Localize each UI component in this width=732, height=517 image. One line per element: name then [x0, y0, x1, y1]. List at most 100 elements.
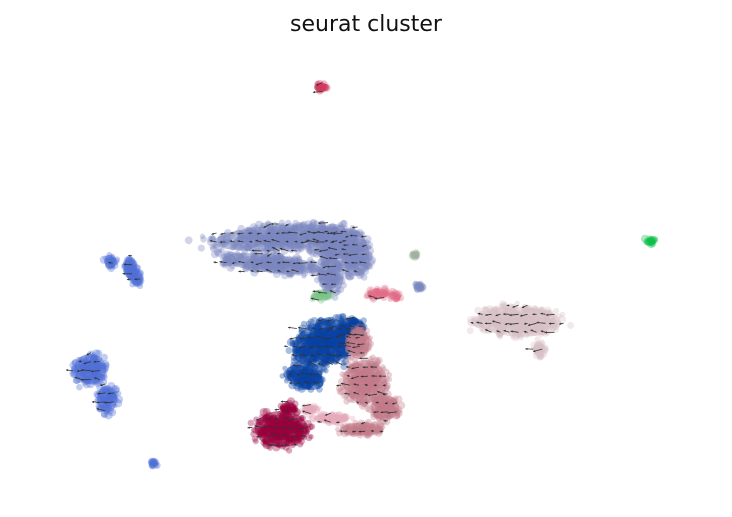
cell-point — [525, 329, 532, 336]
cell-point — [245, 241, 252, 248]
cell-point — [282, 262, 290, 270]
cell-point — [278, 233, 285, 240]
cell-point — [283, 234, 291, 242]
cell-point — [285, 238, 294, 247]
cell-point — [264, 248, 270, 254]
cell-point — [241, 247, 249, 255]
cell-point — [269, 233, 275, 240]
cell-point — [301, 234, 308, 241]
cell-point — [277, 233, 284, 240]
cell-point — [279, 263, 286, 270]
cell-point — [236, 236, 243, 243]
cell-point — [278, 224, 287, 233]
cell-point — [267, 237, 274, 244]
cell-point — [272, 264, 280, 272]
cell-point — [225, 251, 235, 260]
cell-point — [300, 233, 307, 240]
cell-point — [308, 423, 316, 430]
cell-point — [100, 403, 109, 411]
cell-point — [294, 247, 302, 255]
cell-point — [277, 259, 285, 267]
cell-point — [247, 236, 253, 242]
cell-point — [280, 237, 290, 246]
cell-point — [252, 257, 260, 265]
cell-point — [283, 370, 292, 379]
cell-point — [344, 422, 352, 430]
cell-point — [374, 288, 382, 296]
cell-point — [113, 387, 120, 393]
cell-point — [340, 281, 347, 289]
cell-point — [287, 222, 295, 230]
velocity-arrow — [211, 232, 217, 235]
cell-point — [240, 234, 249, 242]
cell-point — [297, 238, 306, 246]
cell-point — [265, 238, 273, 246]
cell-point — [305, 410, 314, 419]
cell-point — [317, 381, 324, 388]
cell-point — [372, 360, 380, 368]
cell-point — [268, 266, 276, 274]
cell-point — [112, 397, 119, 404]
cell-point — [280, 237, 288, 244]
cell-point — [265, 220, 272, 227]
cell-point — [261, 229, 270, 237]
cell-point — [293, 231, 300, 238]
cell-point — [257, 235, 265, 243]
cell-point — [223, 252, 232, 261]
cell-point — [364, 290, 373, 299]
cell-point — [286, 232, 293, 239]
cell-point — [325, 343, 331, 349]
cell-point — [279, 230, 288, 239]
cell-point — [304, 220, 313, 229]
cell-point — [299, 231, 307, 239]
cell-point — [408, 251, 417, 260]
cell-point — [238, 255, 245, 261]
cell-point — [267, 241, 274, 248]
cell-point — [269, 232, 277, 240]
cell-point — [295, 235, 304, 243]
cell-point — [254, 247, 260, 253]
cell-point — [271, 232, 279, 240]
cell-point — [200, 236, 207, 243]
cell-point — [289, 241, 298, 249]
cell-point — [298, 328, 304, 335]
cell-point — [243, 242, 252, 251]
cell-point — [267, 228, 275, 236]
cell-point — [301, 230, 310, 239]
cell-point — [280, 229, 287, 236]
cell-point — [281, 235, 287, 241]
cell-point — [263, 264, 271, 272]
cell-point — [238, 253, 245, 260]
cell-point — [302, 374, 311, 382]
cell-point — [359, 268, 366, 275]
cell-point — [290, 240, 296, 246]
cell-point — [296, 255, 302, 261]
cell-point — [282, 225, 289, 232]
cell-point — [350, 339, 357, 346]
cell-point — [260, 264, 268, 273]
cell-point — [371, 377, 378, 385]
cell-point — [282, 238, 289, 244]
cell-point — [271, 240, 280, 248]
cell-point — [249, 256, 256, 263]
cell-point — [249, 246, 257, 254]
cell-point — [283, 233, 290, 241]
cell-point — [300, 226, 309, 234]
cell-point — [279, 241, 288, 250]
cell-point — [240, 241, 248, 249]
cell-point — [218, 239, 226, 246]
cell-point — [244, 234, 253, 243]
cell-point — [264, 244, 271, 251]
cell-point — [274, 437, 281, 444]
cell-point — [291, 234, 298, 242]
cell-point — [328, 264, 337, 272]
cell-point — [364, 253, 373, 262]
cell-point — [269, 229, 276, 236]
cell-point — [264, 243, 270, 250]
cell-point — [275, 235, 285, 245]
cell-point — [232, 257, 240, 264]
points-layer — [69, 79, 659, 470]
cell-point — [305, 223, 314, 232]
cell-point — [271, 262, 278, 269]
cell-point — [522, 308, 530, 316]
